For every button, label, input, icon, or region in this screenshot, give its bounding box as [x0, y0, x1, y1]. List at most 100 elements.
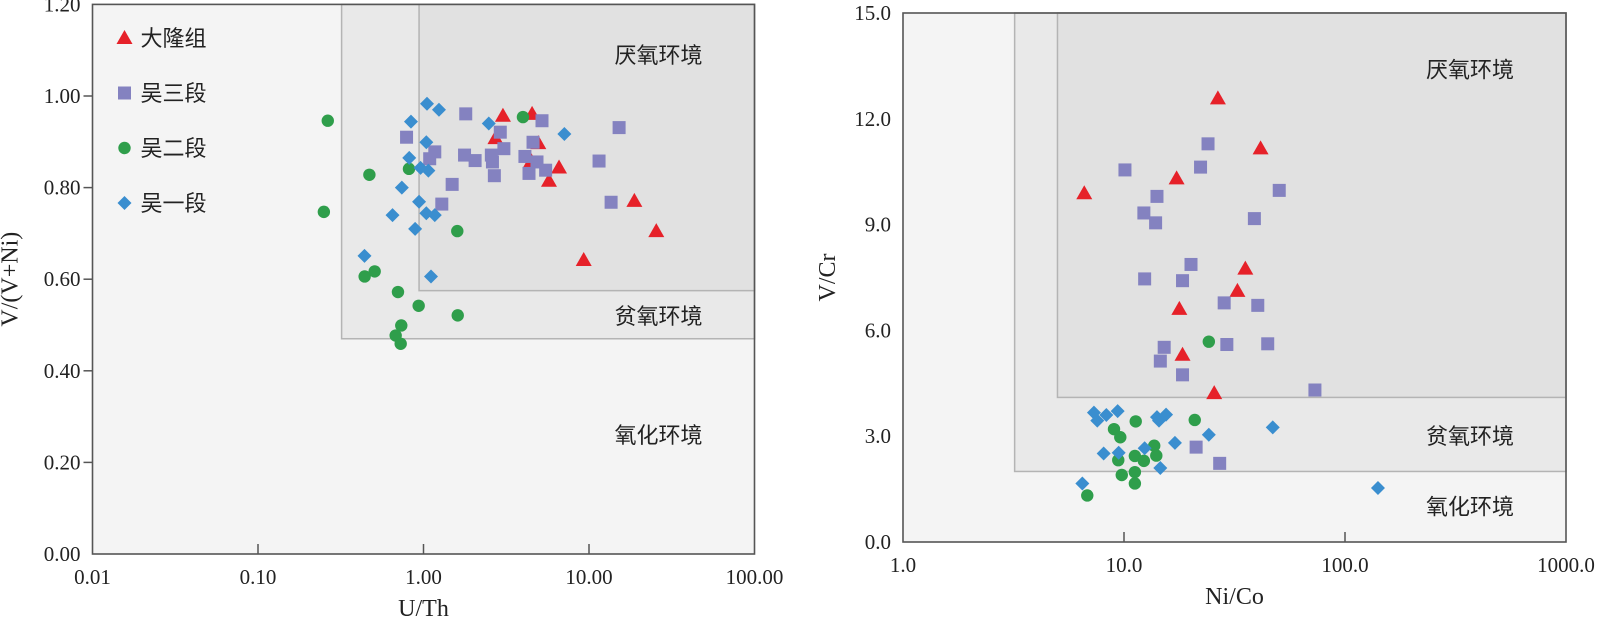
data-point-circle	[391, 285, 405, 299]
data-point-diamond	[1153, 460, 1168, 475]
y-axis-title: V/(V+Ni)	[0, 232, 24, 327]
data-point-square	[1118, 163, 1132, 177]
data-point-square	[1153, 354, 1167, 368]
data-point-square	[459, 107, 473, 121]
data-point-triangle	[1206, 385, 1223, 400]
x-tick-label: 1000.0	[1537, 553, 1595, 577]
data-point-circle	[321, 114, 334, 127]
y-tick-label: 0.0	[865, 530, 891, 554]
data-point-square	[1201, 137, 1215, 151]
data-point-circle	[1114, 431, 1127, 444]
x-tick-label: 1.0	[890, 553, 916, 577]
data-point-triangle	[1252, 140, 1269, 155]
y-tick-label: 1.20	[44, 0, 81, 16]
data-point-diamond	[1090, 413, 1105, 428]
legend-diamond-icon	[117, 196, 132, 210]
data-point-triangle	[1168, 170, 1185, 185]
data-point-circle	[1128, 465, 1142, 479]
data-point-triangle	[1076, 185, 1093, 200]
data-point-diamond	[431, 102, 446, 117]
data-point-diamond	[481, 116, 496, 131]
data-point-square	[423, 152, 437, 166]
data-point-diamond	[1201, 427, 1216, 442]
data-point-diamond	[408, 221, 423, 236]
data-point-square	[445, 177, 459, 191]
region-label: 厌氧环境	[1426, 58, 1514, 83]
data-point-circle	[395, 319, 408, 332]
data-point-square	[1251, 298, 1265, 312]
data-point-square	[518, 149, 532, 163]
legend-item: 吴三段	[118, 82, 207, 107]
data-point-circle	[1129, 415, 1142, 428]
y-tick-label: 15.0	[854, 1, 891, 25]
y-tick-label: 0.60	[44, 267, 81, 291]
data-point-square	[1137, 206, 1151, 220]
y-tick-label: 0.40	[44, 359, 81, 383]
legend-label: 大隆组	[141, 27, 207, 52]
plot-frame	[902, 12, 1567, 543]
x-tick-label: 1.00	[405, 565, 442, 589]
data-point-diamond	[557, 127, 572, 142]
data-point-square	[539, 163, 553, 177]
data-point-diamond	[357, 248, 372, 263]
x-tick-label: 100.00	[726, 565, 784, 589]
data-point-circle	[1188, 413, 1201, 427]
data-point-triangle	[551, 159, 568, 174]
region-label: 厌氧环境	[614, 44, 702, 69]
x-axis-title: U/Th	[398, 596, 449, 622]
x-axis-title: Ni/Co	[1205, 584, 1264, 610]
data-point-diamond	[412, 194, 427, 209]
data-point-diamond	[1265, 420, 1280, 435]
data-point-triangle	[1229, 282, 1246, 297]
data-point-square	[1149, 216, 1163, 230]
y-tick-label: 3.0	[865, 424, 891, 448]
data-point-diamond	[1370, 481, 1385, 496]
legend-label: 吴三段	[141, 82, 207, 107]
data-point-square	[1217, 296, 1231, 310]
data-point-triangle	[648, 223, 665, 238]
data-point-square	[522, 166, 536, 180]
data-point-diamond	[424, 269, 439, 284]
data-point-circle	[451, 224, 464, 238]
data-point-square	[1272, 183, 1286, 197]
legend-item: 吴一段	[117, 192, 207, 217]
data-point-square	[604, 195, 618, 209]
data-point-square	[487, 169, 501, 183]
data-point-square	[400, 130, 414, 144]
data-point-circle	[1137, 454, 1151, 468]
x-tick-label: 0.10	[240, 565, 277, 589]
data-point-diamond	[394, 180, 409, 195]
data-point-circle	[368, 265, 381, 278]
x-tick-label: 10.00	[565, 565, 612, 589]
series-triangle	[1076, 90, 1269, 400]
x-tick-label: 100.0	[1321, 553, 1368, 577]
y-tick-label: 12.0	[854, 107, 891, 131]
data-point-circle	[412, 299, 425, 312]
data-point-square	[1150, 189, 1164, 203]
series-diamond	[357, 96, 572, 284]
series-diamond	[1075, 404, 1385, 496]
data-point-circle	[1202, 335, 1216, 348]
data-point-diamond	[1111, 445, 1126, 460]
data-point-diamond	[1167, 435, 1182, 450]
legend-item: 大隆组	[116, 27, 207, 52]
region-box	[418, 3, 756, 292]
data-point-square	[468, 154, 482, 168]
data-point-square	[1308, 383, 1322, 397]
data-point-triangle	[1171, 300, 1188, 315]
data-point-diamond	[402, 150, 417, 165]
region-label: 贫氧环境	[614, 305, 702, 330]
data-point-square	[592, 154, 606, 168]
data-point-square	[1184, 257, 1198, 271]
uth-vvni-chart: 氧化环境 贫氧环境 厌氧环境 0.01 0.10 1.00 10.00 100.00 0.00 0…	[0, 0, 783, 622]
data-point-diamond	[1075, 476, 1090, 491]
y-tick-label: 0.20	[44, 450, 81, 474]
y-axis-title: V/Cr	[815, 253, 841, 301]
data-point-circle	[451, 309, 464, 322]
data-point-square	[1220, 338, 1234, 352]
data-point-square	[458, 148, 472, 162]
y-tick-label: 6.0	[865, 318, 891, 342]
data-point-diamond	[421, 163, 436, 178]
legend-item: 吴二段	[118, 137, 207, 162]
series-circle	[317, 110, 530, 350]
